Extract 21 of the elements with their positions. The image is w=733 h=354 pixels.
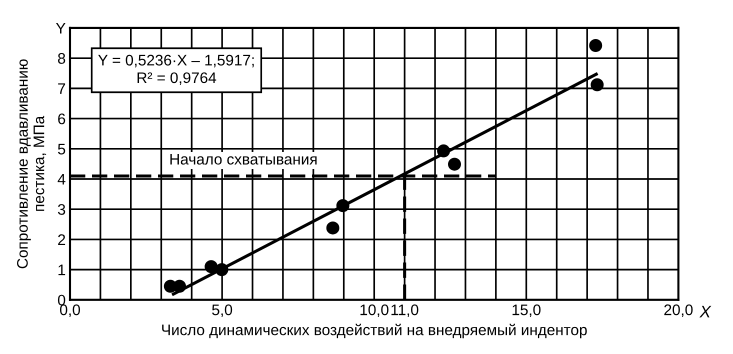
y-tick-label: 8 (58, 53, 66, 64)
text: X (699, 306, 712, 318)
x-tick-label: 5,0 (212, 304, 232, 318)
x-tick-label: 20,0 (664, 304, 693, 318)
y-tick-label: 5 (58, 144, 66, 154)
y-tick-label: 1 (58, 264, 66, 276)
y-tick-label: 3 (58, 204, 66, 215)
annotation: Начало схватывания (170, 154, 317, 165)
x-tick-label: 15,0 (512, 304, 541, 318)
y-tick-label: 6 (58, 113, 66, 124)
x-axis-title: Число динамических воздействий на внедряемый индентор (162, 324, 587, 338)
y-axis-title: Сопротивление вдавливанию пестика, МПа (17, 59, 46, 268)
annotation: Y = 0,5236·X – 1,5917; R² = 0,9764 (98, 54, 254, 85)
y-tick-label: 4 (58, 174, 66, 185)
x-tick-label: 0,0 (60, 304, 80, 318)
y-tick-label: 0 (58, 294, 66, 306)
y-tick-label: 7 (58, 83, 66, 94)
x-tick-label: 11,0 (391, 304, 418, 318)
x-tick-label: 10,0 (360, 304, 388, 318)
y-tick-label: Y (56, 22, 66, 34)
y-tick-label: 2 (58, 234, 66, 245)
